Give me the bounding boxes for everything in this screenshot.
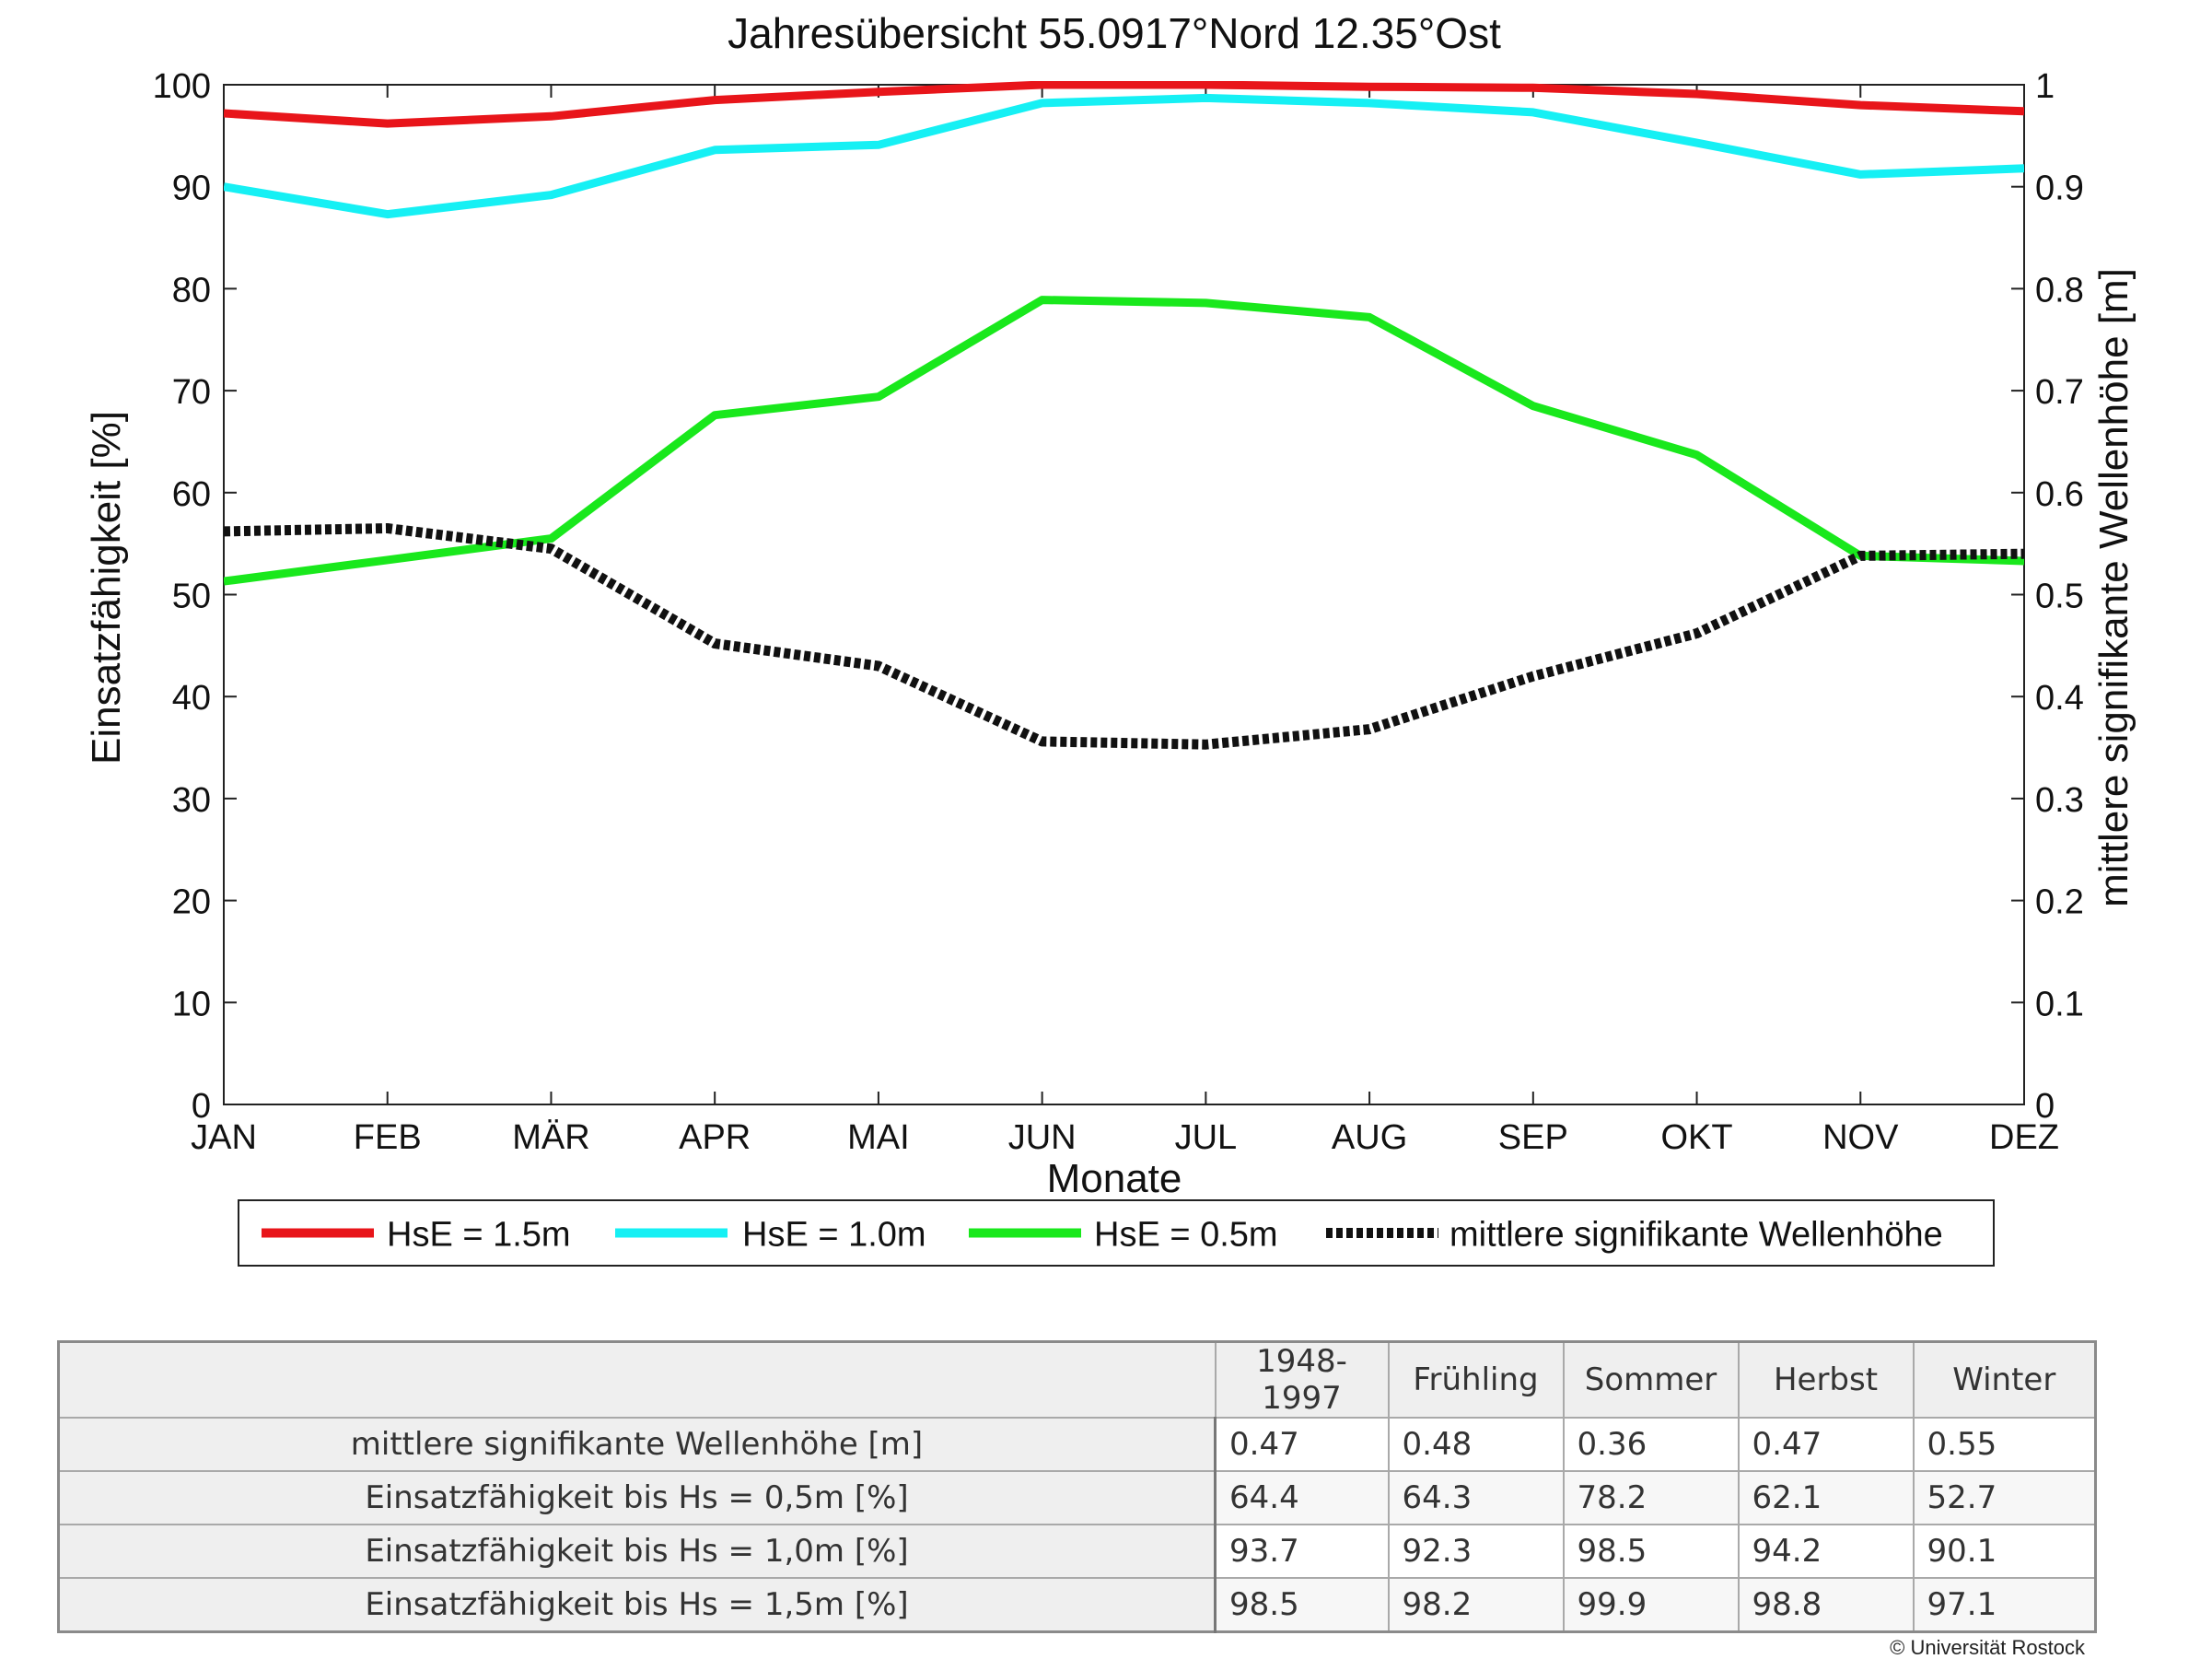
table-row-label: Einsatzfähigkeit bis Hs = 0,5m [%]: [57, 1470, 1217, 1525]
y2-tick-label: 0.9: [2035, 169, 2084, 208]
chart-title: Jahresübersicht 55.0917°Nord 12.35°Ost: [728, 9, 1501, 57]
y-tick-label: 30: [172, 781, 211, 820]
table-cell: 78.2: [1562, 1470, 1740, 1525]
y2-tick-label: 0.1: [2035, 985, 2084, 1023]
series-line: [224, 81, 2024, 128]
table-cell: 64.3: [1387, 1470, 1565, 1525]
x-tick-label: JAN: [191, 1118, 257, 1157]
table-cell: 0.47: [1214, 1417, 1390, 1472]
table-cell: 0.47: [1737, 1417, 1915, 1472]
table-cell: 97.1: [1912, 1577, 2097, 1633]
table-row-label: mittlere signifikante Wellenhöhe [m]: [57, 1417, 1217, 1472]
y-tick-label: 100: [153, 67, 211, 106]
summary-table: 1948-1997 Frühling Sommer Herbst Winter …: [57, 1340, 2097, 1633]
y2-tick-label: 0.8: [2035, 271, 2084, 310]
table-cell: 94.2: [1737, 1524, 1915, 1579]
x-tick-label: JUL: [1175, 1118, 1238, 1157]
y-tick-label: 10: [172, 985, 211, 1023]
table-cell: 0.36: [1562, 1417, 1740, 1472]
legend: HsE = 1.5m HsE = 1.0m HsE = 0.5m mittlere s…: [238, 1199, 1995, 1267]
table-cell: 98.2: [1387, 1577, 1565, 1633]
table-row: Einsatzfähigkeit bis Hs = 1,5m [%] 98.5 …: [57, 1577, 2097, 1633]
table-cell: 52.7: [1912, 1470, 2097, 1525]
legend-box: [238, 1199, 1995, 1267]
y-tick-label: 0: [192, 1087, 211, 1126]
y2-axis-label: mittlere signifikante Wellenhöhe [m]: [2091, 268, 2136, 907]
table-row-label: Einsatzfähigkeit bis Hs = 1,0m [%]: [57, 1524, 1217, 1579]
legend-label: HsE = 1.5m: [387, 1216, 571, 1255]
series-line: [224, 93, 2024, 219]
table-cell: 0.48: [1387, 1417, 1565, 1472]
y2-tick-label: 0.5: [2035, 578, 2084, 616]
table-header-cell: 1948-1997: [1214, 1340, 1390, 1419]
y-tick-label: 70: [172, 373, 211, 412]
table-cell: 0.55: [1912, 1417, 2097, 1472]
table-header-cell: Winter: [1912, 1340, 2097, 1419]
y-tick-label: 40: [172, 679, 211, 718]
y-tick-label: 80: [172, 271, 211, 310]
table-cell: 64.4: [1214, 1470, 1390, 1525]
table-row-label: Einsatzfähigkeit bis Hs = 1,5m [%]: [57, 1577, 1217, 1633]
series-line: [224, 523, 2024, 750]
y2-tick-label: 0: [2035, 1087, 2055, 1126]
table-cell: 98.5: [1214, 1577, 1390, 1633]
table-cell: 90.1: [1912, 1524, 2097, 1579]
x-tick-label: NOV: [1822, 1118, 1899, 1157]
table-cell: 93.7: [1214, 1524, 1390, 1579]
plot-frame: [223, 84, 2025, 1105]
x-axis-label: Monate: [1047, 1156, 1182, 1201]
table-row: Einsatzfähigkeit bis Hs = 0,5m [%] 64.4 …: [57, 1470, 2097, 1525]
x-tick-label: DEZ: [1989, 1118, 2059, 1157]
line-chart: Jahresübersicht 55.0917°Nord 12.35°Ost 0…: [84, 9, 2136, 1267]
table-cell: 92.3: [1387, 1524, 1565, 1579]
y-axis-label: Einsatzfähigkeit [%]: [84, 411, 129, 765]
y-tick-label: 60: [172, 475, 211, 514]
y-tick-label: 50: [172, 578, 211, 616]
y2-tick-label: 0.2: [2035, 883, 2084, 922]
y-tick-label: 90: [172, 169, 211, 208]
table-header-row: 1948-1997 Frühling Sommer Herbst Winter: [57, 1340, 2097, 1419]
x-tick-label: OKT: [1660, 1118, 1732, 1157]
table-cell: 99.9: [1562, 1577, 1740, 1633]
series-line: [224, 296, 2024, 586]
y2-tick-label: 1: [2035, 67, 2055, 106]
table-header-cell: Frühling: [1387, 1340, 1565, 1419]
legend-label: mittlere signifikante Wellenhöhe: [1449, 1216, 1943, 1255]
y2-tick-label: 0.7: [2035, 373, 2084, 412]
x-tick-label: MAI: [847, 1118, 910, 1157]
table-cell: 98.8: [1737, 1577, 1915, 1633]
y-tick-label: 20: [172, 883, 211, 922]
x-tick-label: AUG: [1332, 1118, 1407, 1157]
x-tick-label: JUN: [1008, 1118, 1077, 1157]
legend-label: HsE = 1.0m: [742, 1216, 926, 1255]
x-tick-label: APR: [679, 1118, 751, 1157]
y2-tick-label: 0.4: [2035, 679, 2084, 718]
table-header-corner: [57, 1340, 1217, 1419]
table-cell: 62.1: [1737, 1470, 1915, 1525]
copyright-notice: © Universität Rostock: [1890, 1636, 2085, 1659]
x-tick-label: SEP: [1498, 1118, 1568, 1157]
y2-tick-label: 0.6: [2035, 475, 2084, 514]
table-row: Einsatzfähigkeit bis Hs = 1,0m [%] 93.7 …: [57, 1524, 2097, 1579]
table-header-cell: Sommer: [1562, 1340, 1740, 1419]
y2-tick-label: 0.3: [2035, 781, 2084, 820]
x-tick-label: MÄR: [512, 1118, 589, 1157]
legend-label: HsE = 0.5m: [1094, 1216, 1278, 1255]
table-row: mittlere signifikante Wellenhöhe [m] 0.4…: [57, 1417, 2097, 1472]
table-cell: 98.5: [1562, 1524, 1740, 1579]
table-header-cell: Herbst: [1737, 1340, 1915, 1419]
x-tick-label: FEB: [354, 1118, 422, 1157]
